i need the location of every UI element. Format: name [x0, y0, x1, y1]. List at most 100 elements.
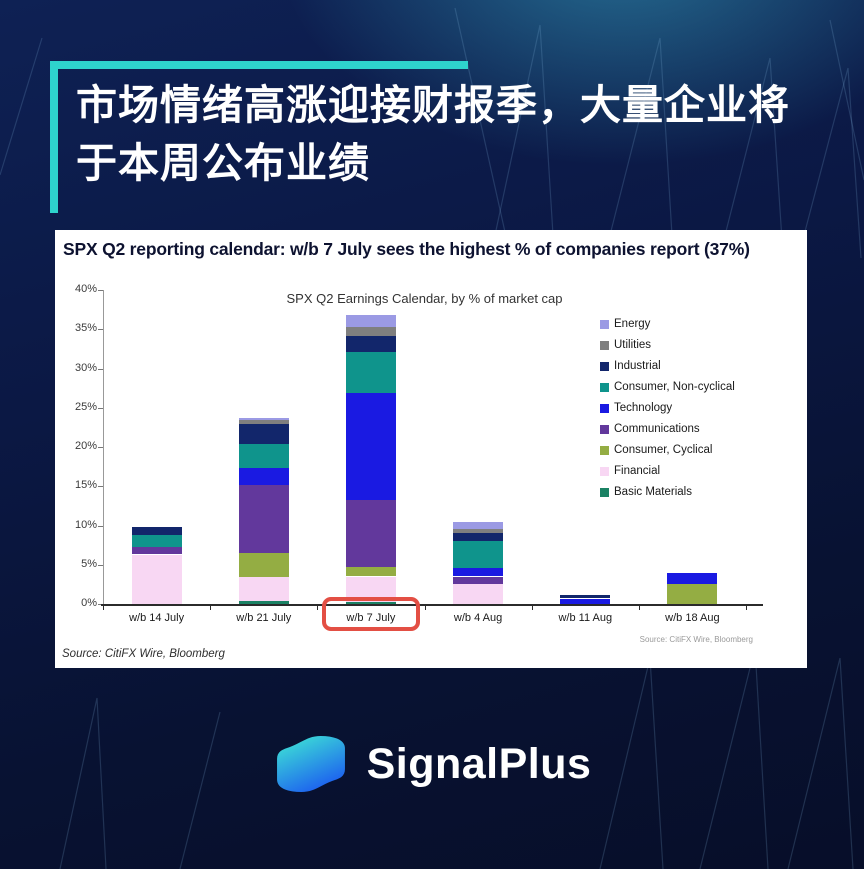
bar-segment — [453, 541, 504, 568]
page-title: 市场情绪高涨迎接财报季，大量企业将 于本周公布业绩 — [76, 76, 816, 192]
legend-item: Basic Materials — [600, 486, 735, 499]
x-axis-tick-mark — [210, 606, 212, 610]
y-axis-tick-mark — [98, 290, 103, 291]
x-axis-tick-mark — [103, 606, 104, 610]
legend-item: Consumer, Non-cyclical — [600, 381, 735, 394]
bar-segment — [453, 533, 504, 542]
bar-segment — [453, 576, 504, 585]
legend-label: Communications — [614, 423, 700, 435]
y-axis-tick-label: 40% — [74, 283, 97, 295]
bar-segment — [453, 567, 504, 577]
x-axis-line — [101, 604, 763, 606]
y-axis-tick-label: 15% — [74, 479, 97, 492]
x-axis-tick-mark — [317, 606, 319, 610]
legend-swatch — [600, 488, 609, 497]
legend-label: Energy — [614, 318, 651, 330]
legend-item: Technology — [600, 402, 735, 415]
legend-label: Technology — [614, 402, 673, 414]
bar-segment — [667, 572, 718, 585]
legend-swatch — [600, 320, 609, 329]
y-axis-tick-mark — [98, 486, 103, 488]
legend-swatch — [600, 362, 609, 371]
y-axis-tick-mark — [98, 368, 103, 370]
bar-segment — [345, 567, 396, 577]
bar-segment — [131, 554, 182, 604]
chart-inner-source: Source: CitiFX Wire, Bloomberg — [639, 635, 753, 644]
title-accent-left-bar — [50, 61, 58, 213]
legend-label: Basic Materials — [614, 486, 692, 498]
title-accent-top-bar — [50, 61, 468, 69]
bar-segment — [131, 546, 182, 555]
x-axis-category-label: w/b 7 July — [346, 612, 396, 624]
page-title-line1: 市场情绪高涨迎接财报季，大量企业将 — [76, 82, 790, 128]
legend-item: Communications — [600, 423, 735, 436]
legend-swatch — [600, 446, 609, 455]
legend-label: Industrial — [614, 360, 661, 372]
x-axis-category-label: w/b 14 July — [129, 612, 185, 624]
bar-segment — [560, 598, 611, 604]
legend-label: Financial — [614, 465, 661, 477]
legend-item: Energy — [600, 318, 735, 331]
legend-swatch — [600, 383, 609, 392]
legend-swatch — [600, 425, 609, 434]
y-axis-tick-label: 20% — [74, 440, 97, 452]
legend-swatch — [600, 467, 609, 476]
x-axis-tick-mark — [638, 606, 640, 610]
bar-segment — [453, 521, 504, 530]
legend-item: Financial — [600, 465, 735, 478]
bar-segment — [238, 443, 289, 469]
bar-segment — [453, 584, 504, 604]
legend-label: Utilities — [614, 339, 652, 351]
y-axis-tick-label: 5% — [81, 557, 97, 570]
bar-segment — [131, 527, 182, 535]
legend-item: Industrial — [600, 360, 735, 373]
signalplus-logo-icon — [276, 735, 345, 793]
bar-segment — [345, 315, 396, 327]
bar-segment — [238, 420, 289, 425]
legend-item: Consumer, Cyclical — [600, 444, 735, 457]
x-axis-category-label: w/b 11 Aug — [558, 612, 613, 624]
bar-segment — [667, 584, 718, 604]
chart-headline: SPX Q2 reporting calendar: w/b 7 July se… — [63, 239, 750, 259]
x-axis-category-label: w/b 4 Aug — [453, 612, 503, 624]
y-axis-tick-mark — [98, 525, 103, 527]
bar-segment — [238, 576, 289, 601]
y-axis-tick-mark — [98, 564, 103, 566]
bar-segment — [238, 553, 289, 577]
y-axis-tick-label: 0% — [81, 597, 97, 609]
legend-swatch — [600, 404, 609, 413]
y-axis-tick-label: 35% — [74, 322, 97, 335]
signalplus-logo: SignalPlus — [0, 733, 864, 795]
bar-segment — [560, 594, 611, 599]
highlight-ring — [321, 597, 420, 631]
legend-label: Consumer, Non-cyclical — [614, 381, 735, 393]
y-axis-tick-mark — [98, 604, 103, 605]
legend: Energy Utilities Industrial Consumer, Non-c… — [600, 318, 735, 507]
bar-segment — [345, 601, 396, 604]
bar-segment — [238, 418, 289, 421]
signalplus-logo-text: SignalPlus — [366, 739, 592, 788]
chart-title: SPX Q2 Earnings Calendar, by % of market… — [286, 291, 563, 306]
y-axis-line — [103, 290, 104, 604]
bar-segment — [345, 336, 396, 352]
bar-segment — [238, 424, 289, 444]
legend-swatch — [600, 341, 609, 350]
bar-segment — [238, 600, 289, 604]
x-axis-tick-mark — [424, 606, 426, 610]
legend-label: Consumer, Cyclical — [614, 444, 713, 456]
y-axis-tick-mark — [98, 447, 103, 448]
bar-segment — [345, 499, 396, 568]
y-axis-tick-mark — [98, 407, 103, 409]
bar-segment — [238, 484, 289, 553]
legend-item: Utilities — [600, 339, 735, 352]
bar-segment — [131, 534, 182, 547]
y-axis-tick-label: 30% — [74, 361, 97, 374]
y-axis-tick-label: 25% — [74, 400, 97, 413]
page-title-line2: 于本周公布业绩 — [76, 140, 370, 186]
y-axis-tick-label: 10% — [74, 518, 97, 531]
x-axis-tick-mark — [531, 606, 533, 610]
bar-segment — [238, 468, 289, 485]
x-axis-category-label: w/b 21 July — [236, 612, 292, 624]
bar-segment — [345, 326, 396, 337]
bar-segment — [453, 529, 504, 534]
